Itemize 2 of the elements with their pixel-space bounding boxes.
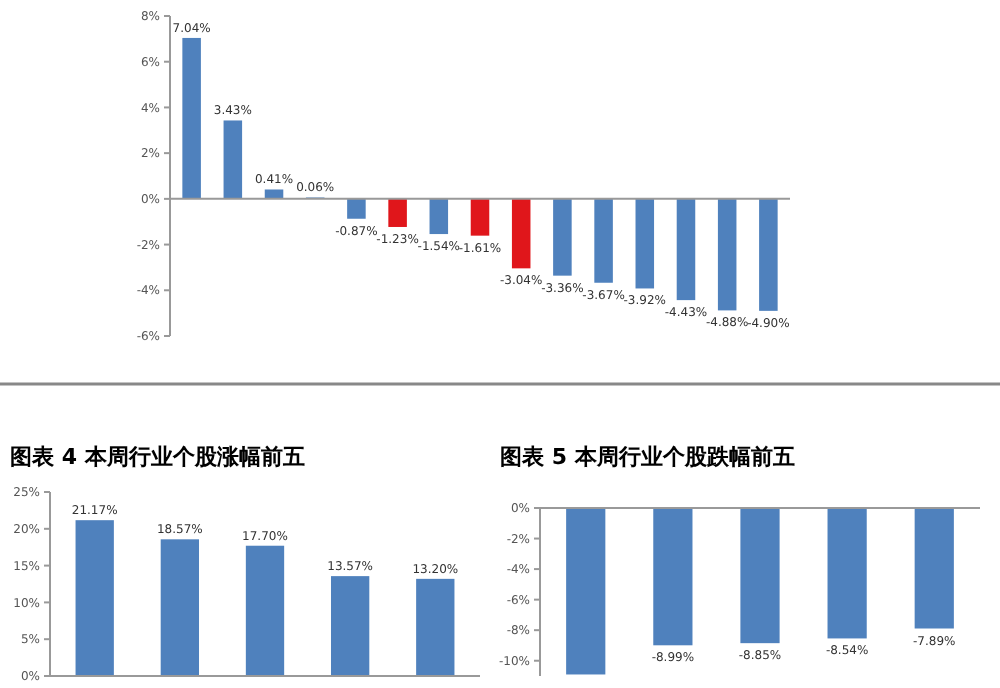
chart-title: 图表 5 本周行业个股跌幅前五 bbox=[500, 444, 795, 470]
chart-title: 图表 4 本周行业个股涨幅前五 bbox=[10, 444, 305, 470]
